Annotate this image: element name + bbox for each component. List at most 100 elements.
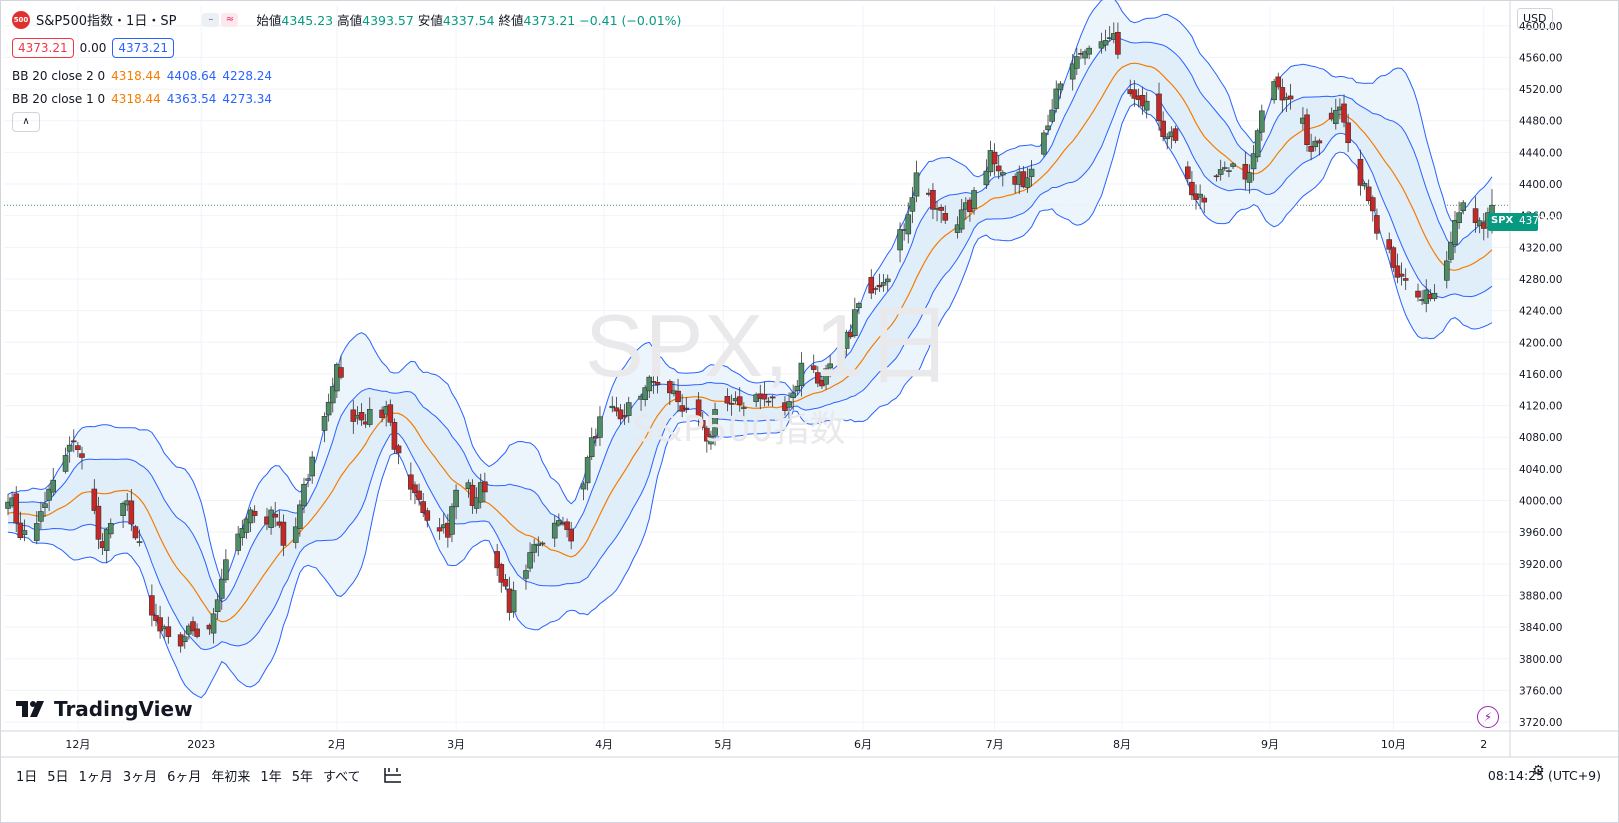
- candle-body: [214, 599, 221, 613]
- range-3m[interactable]: 3ヶ月: [122, 769, 158, 785]
- candle-body: [1246, 172, 1253, 183]
- indicator-legend-bb2[interactable]: BB 20 close 2 0 4318.44 4408.64 4228.24: [12, 69, 278, 83]
- candle-body: [523, 570, 529, 579]
- candle-body: [1164, 136, 1171, 140]
- price-tick-label: 4120.00: [1519, 401, 1562, 413]
- candle-body: [1000, 172, 1006, 176]
- price-tick-label: 3800.00: [1519, 654, 1562, 666]
- candle-body: [309, 456, 315, 477]
- candle-body: [1102, 40, 1109, 46]
- candle-body: [1213, 175, 1220, 178]
- candle-body: [617, 409, 624, 420]
- candle-body: [1254, 130, 1261, 158]
- candle-body: [1217, 169, 1224, 175]
- price-tick-label: 4280.00: [1519, 274, 1562, 286]
- candle-body: [905, 214, 912, 235]
- candle-body: [1074, 56, 1080, 69]
- candle-body: [983, 170, 990, 186]
- candle-body: [1143, 100, 1150, 111]
- indicator-upper: 4408.64: [166, 69, 217, 83]
- range-1m[interactable]: 1ヶ月: [78, 769, 113, 785]
- price-tick-label: 4000.00: [1519, 496, 1562, 508]
- range-ytd[interactable]: 年初来: [211, 769, 251, 785]
- range-5y[interactable]: 5年: [291, 769, 313, 785]
- candle-body: [642, 387, 648, 400]
- candle-body: [798, 362, 805, 387]
- candle-body: [1069, 63, 1076, 80]
- lightning-icon[interactable]: ⚡: [1477, 706, 1499, 728]
- collapse-legend-button[interactable]: ∧: [12, 112, 40, 132]
- candle-body: [498, 564, 505, 583]
- candle-body: [1172, 128, 1179, 141]
- candle-body: [1374, 215, 1380, 234]
- candle-body: [107, 523, 114, 535]
- clock: 08:14:25 (UTC+9): [1487, 767, 1601, 783]
- candle-body: [736, 396, 743, 405]
- bb2-upper-line: [7, 0, 1493, 583]
- candle-body: [823, 368, 829, 385]
- candle-body: [1053, 88, 1060, 109]
- time-tick-label: 2月: [328, 738, 346, 751]
- candle-body: [79, 453, 85, 458]
- candle-body: [938, 206, 944, 211]
- candle-body: [1279, 87, 1286, 101]
- price-tick-label: 3760.00: [1519, 685, 1562, 697]
- candle-body: [995, 165, 1002, 172]
- price-tick-label: 4560.00: [1519, 52, 1562, 64]
- candle-body: [21, 530, 28, 535]
- candle-body: [1250, 153, 1257, 170]
- candle-body: [584, 457, 591, 484]
- date-range-icon[interactable]: [383, 766, 403, 784]
- candle-body: [38, 511, 44, 522]
- range-6m[interactable]: 6ヶ月: [167, 769, 202, 785]
- minus-icon[interactable]: –: [202, 12, 220, 27]
- wave-icon[interactable]: ≈: [221, 12, 239, 27]
- time-tick-label: 9月: [1261, 738, 1279, 751]
- sell-price[interactable]: 4373.21: [12, 38, 74, 58]
- tradingview-logo[interactable]: TradingView: [16, 697, 193, 721]
- time-tick-label: 6月: [854, 738, 872, 751]
- indicator-legend-bb1[interactable]: BB 20 close 1 0 4318.44 4363.54 4273.34: [12, 92, 278, 106]
- candle-body: [1332, 110, 1339, 124]
- candle-body: [535, 543, 542, 546]
- candle-body: [1041, 132, 1047, 155]
- candle-body: [1131, 89, 1138, 99]
- buy-price[interactable]: 4373.21: [112, 38, 174, 58]
- candle-body: [1139, 94, 1146, 107]
- range-5d[interactable]: 5日: [47, 769, 69, 785]
- price-tick-label: 4320.00: [1519, 242, 1562, 254]
- candle-body: [272, 513, 279, 518]
- candle-body: [473, 497, 480, 509]
- candle-body: [1271, 81, 1277, 101]
- candle-body: [765, 400, 772, 403]
- range-1y[interactable]: 1年: [260, 769, 282, 785]
- candle-body: [568, 528, 574, 542]
- candle-body: [675, 390, 681, 403]
- candle-body: [1057, 83, 1064, 91]
- currency-selector[interactable]: USD: [1517, 8, 1553, 29]
- candle-body: [420, 501, 426, 514]
- candle-body: [724, 396, 731, 404]
- last-price-value: 4373.21: [1519, 215, 1563, 227]
- candle-body: [1024, 177, 1031, 188]
- candle-body: [646, 376, 653, 392]
- candle-body: [876, 284, 883, 288]
- indicator-lower: 4228.24: [222, 69, 273, 83]
- range-all[interactable]: すべて: [322, 769, 361, 785]
- compare-controls: – ≈: [202, 12, 239, 27]
- ohlc-change: −0.41 (−0.01%): [579, 13, 682, 28]
- candle-body: [235, 533, 242, 551]
- candle-body: [449, 506, 455, 535]
- bb1-fill: [8, 37, 1492, 650]
- candle-body: [95, 505, 102, 540]
- symbol-title[interactable]: S&P500指数・1日・SP: [36, 14, 177, 29]
- candle-body: [667, 381, 673, 394]
- candle-body: [157, 617, 163, 632]
- bb1-upper-line: [7, 36, 1493, 603]
- price-tick-label: 3880.00: [1519, 590, 1562, 602]
- price-tick-label: 3960.00: [1519, 527, 1562, 539]
- range-1d[interactable]: 1日: [16, 769, 38, 785]
- bottom-toolbar: 1日 5日 1ヶ月 3ヶ月 6ヶ月 年初来 1年 5年 すべて 08:14:25…: [0, 760, 1619, 790]
- settings-gear-icon[interactable]: ⚙: [1532, 763, 1545, 779]
